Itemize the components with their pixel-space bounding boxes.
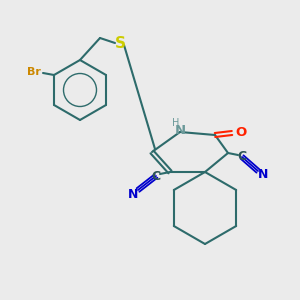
Text: H: H: [172, 118, 180, 128]
Text: N: N: [128, 188, 138, 200]
Text: S: S: [115, 35, 125, 50]
Text: C: C: [237, 151, 247, 164]
Text: Br: Br: [27, 67, 41, 77]
Text: C: C: [152, 169, 160, 182]
Text: N: N: [258, 169, 268, 182]
Text: N: N: [174, 124, 186, 136]
Text: O: O: [236, 127, 247, 140]
